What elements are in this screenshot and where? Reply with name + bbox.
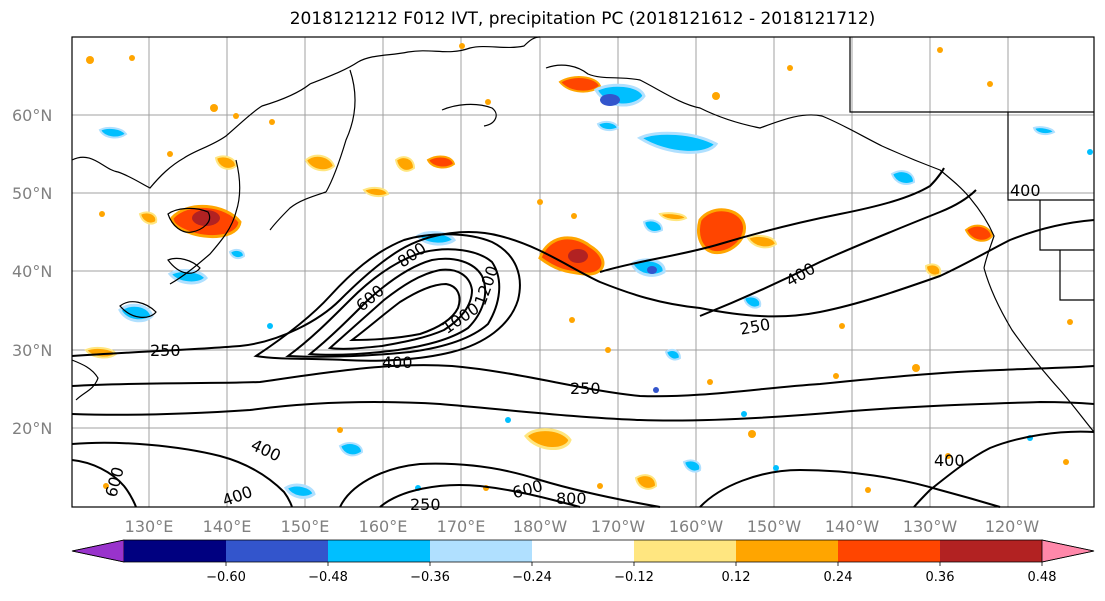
lon-label: 160°E — [359, 517, 408, 536]
contour-label: 250 — [570, 379, 601, 398]
colorbar-segment — [430, 540, 533, 562]
colorbar-segment — [226, 540, 329, 562]
lon-label: 160°W — [669, 517, 724, 536]
colorbar-label: 0.12 — [722, 570, 751, 585]
map-frame — [71, 36, 1095, 508]
ivt-contours — [71, 167, 1095, 508]
colorbar-segment — [736, 540, 839, 562]
colorbar-segment — [634, 540, 737, 562]
lon-label: 170°E — [437, 517, 486, 536]
precip-speckles — [86, 43, 1093, 493]
colorbar-outline — [71, 539, 1095, 563]
colorbar-label: 0.24 — [824, 570, 853, 585]
contour-label: 400 — [382, 353, 413, 372]
colorbar-segment — [940, 540, 1043, 562]
colorbar-extend-high — [1041, 539, 1095, 563]
colorbar-segment — [838, 540, 941, 562]
lon-label: 150°E — [281, 517, 330, 536]
colorbar-extend-low — [71, 539, 125, 563]
gridlines — [72, 37, 1094, 507]
lat-label: 50°N — [12, 184, 52, 203]
map-title: 2018121212 F012 IVT, precipitation PC (2… — [289, 9, 876, 29]
latitude-labels: 60°N 50°N 40°N 30°N 20°N — [12, 106, 52, 438]
colorbar: −0.60 −0.48 −0.36 −0.24 −0.12 0.12 0.24 0.36 0.4… — [71, 539, 1095, 585]
colorbar-segment — [124, 540, 227, 562]
lat-label: 20°N — [12, 419, 52, 438]
coastlines — [71, 36, 1095, 433]
lon-label: 140°W — [825, 517, 880, 536]
colorbar-segment — [328, 540, 431, 562]
lat-label: 40°N — [12, 262, 52, 281]
colorbar-segment — [532, 540, 635, 562]
contour-label: 400 — [934, 451, 965, 470]
lon-label: 130°W — [903, 517, 958, 536]
lon-label: 150°W — [747, 517, 802, 536]
colorbar-label: −0.12 — [614, 570, 654, 585]
lon-label: 180°W — [513, 517, 568, 536]
colorbar-label: −0.48 — [308, 570, 348, 585]
contour-label: 250 — [150, 341, 181, 360]
longitude-labels: 130°E 140°E 150°E 160°E 170°E 180°W 170°… — [125, 517, 1040, 536]
lon-label: 170°W — [591, 517, 646, 536]
lat-label: 60°N — [12, 106, 52, 125]
lat-label: 30°N — [12, 341, 52, 360]
colorbar-label: 0.36 — [926, 570, 955, 585]
lon-label: 130°E — [125, 517, 174, 536]
contour-labels: 250 400 600 800 1000 1200 250 400 250 40… — [102, 181, 1041, 514]
colorbar-label: 0.48 — [1028, 570, 1057, 585]
contour-label: 400 — [1010, 181, 1041, 200]
colorbar-label: −0.60 — [206, 570, 246, 585]
colorbar-label: −0.36 — [410, 570, 450, 585]
lon-label: 120°W — [985, 517, 1040, 536]
contour-label: 250 — [410, 495, 441, 514]
colorbar-label: −0.24 — [512, 570, 552, 585]
lon-label: 140°E — [203, 517, 252, 536]
contour-label: 800 — [556, 489, 587, 508]
precip-negative-patches — [98, 83, 1056, 499]
precip-positive-patches — [84, 76, 994, 490]
